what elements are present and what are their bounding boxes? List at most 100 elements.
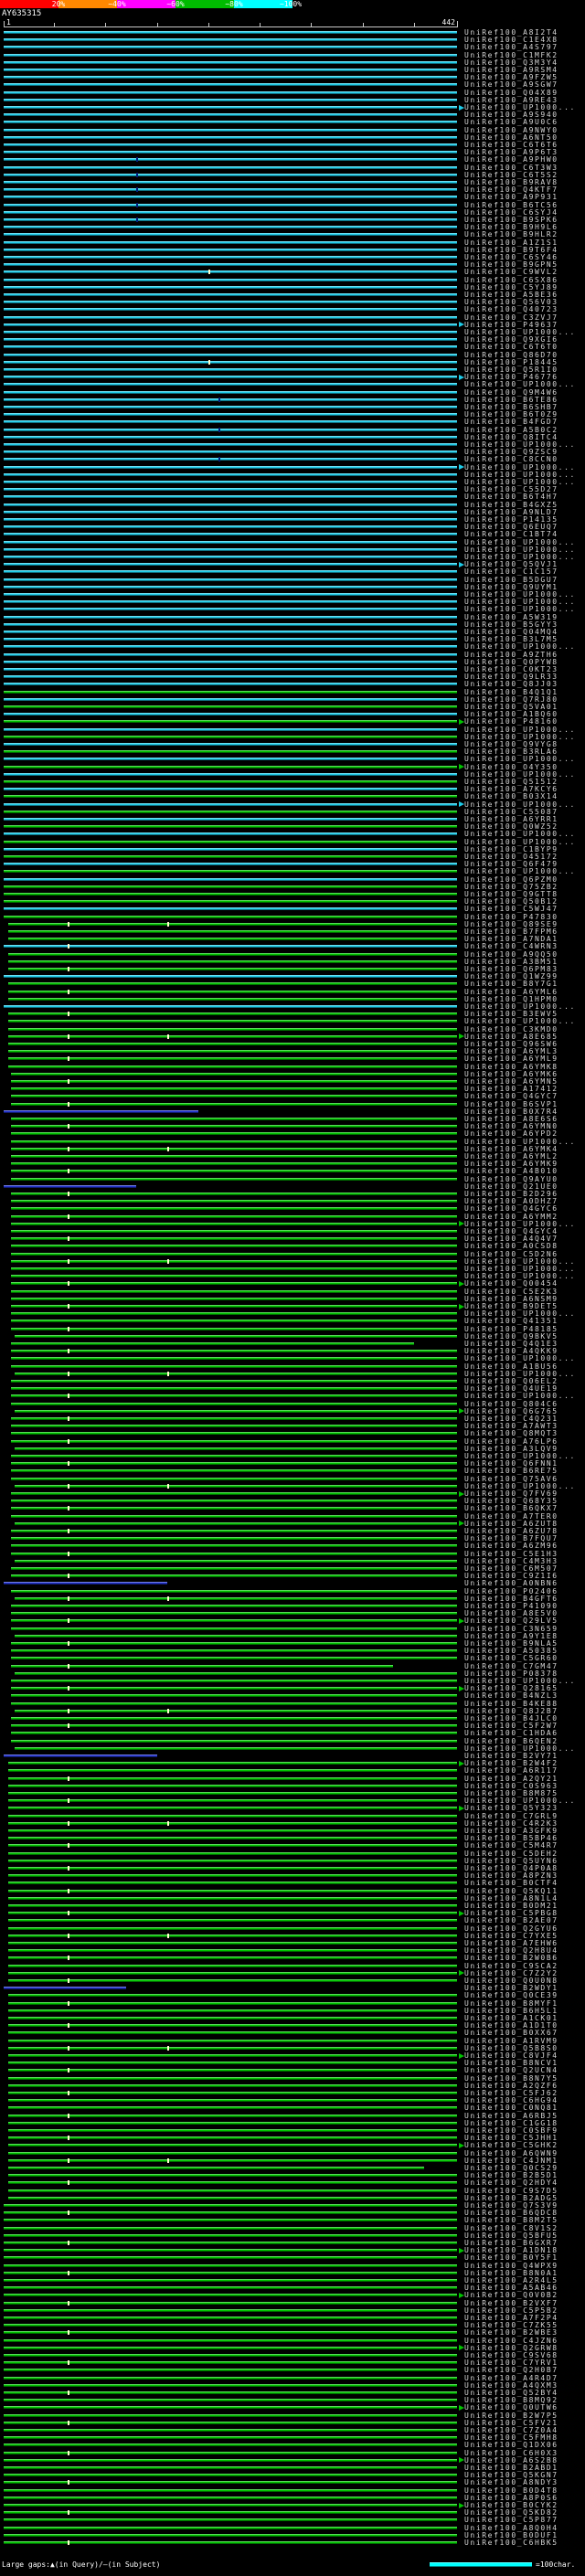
hit-bar[interactable] — [7, 1027, 457, 1031]
hit-bar[interactable] — [4, 413, 457, 417]
hit-bar[interactable] — [4, 652, 457, 656]
hit-label[interactable]: UniRef100_A8E5V0 — [464, 1609, 558, 1618]
hit-bar[interactable] — [4, 2256, 457, 2260]
hit-bar[interactable] — [7, 2158, 457, 2162]
hit-bar[interactable] — [7, 1859, 457, 1862]
hit-label[interactable]: UniRef100_B0DUF1 — [464, 2530, 558, 2539]
hit-label[interactable]: UniRef100_UP1000... — [464, 1744, 576, 1753]
hit-bar[interactable] — [10, 1214, 457, 1218]
hit-bar[interactable] — [4, 547, 457, 551]
hit-label[interactable]: UniRef100_Q5KGN7 — [464, 2471, 558, 2480]
hit-bar[interactable] — [4, 847, 457, 851]
hit-bar[interactable] — [4, 218, 457, 221]
hit-bar[interactable] — [4, 451, 457, 454]
hit-bar[interactable] — [10, 1724, 457, 1728]
hit-label[interactable]: UniRef100_B2VY71 — [464, 1752, 558, 1760]
hit-label[interactable]: UniRef100_A7AWT3 — [464, 1422, 558, 1431]
hit-bar[interactable] — [7, 2009, 457, 2012]
hit-bar[interactable] — [10, 1567, 457, 1570]
hit-label[interactable]: UniRef100_Q7FV69 — [464, 1489, 558, 1498]
hit-bar[interactable] — [4, 668, 457, 671]
hit-bar[interactable] — [7, 2196, 457, 2200]
hit-label[interactable]: UniRef100_C5GR60 — [464, 1654, 558, 1663]
hit-label[interactable]: UniRef100_Q6PZM0 — [464, 875, 558, 884]
hit-label[interactable]: UniRef100_P47830 — [464, 912, 558, 921]
hit-label[interactable]: UniRef100_UP1000... — [464, 800, 576, 809]
hit-label[interactable]: UniRef100_A5BE36 — [464, 291, 558, 299]
hit-bar[interactable] — [4, 2233, 457, 2237]
hit-label[interactable]: UniRef100_C0SBF9 — [464, 2126, 558, 2135]
hit-label[interactable]: UniRef100_P49637 — [464, 320, 558, 329]
hit-label[interactable]: UniRef100_Q40723 — [464, 305, 558, 314]
hit-bar[interactable] — [4, 368, 457, 371]
hit-label[interactable]: UniRef100_Q1DX06 — [464, 2441, 558, 2450]
hit-label[interactable]: UniRef100_C5F2W7 — [464, 1722, 558, 1731]
hit-bar[interactable] — [7, 1971, 457, 1975]
hit-label[interactable]: UniRef100_UP1000... — [464, 553, 576, 561]
hit-bar[interactable] — [4, 435, 457, 439]
hit-bar[interactable] — [4, 690, 457, 694]
hit-label[interactable]: UniRef100_UP1000... — [464, 725, 576, 734]
hit-bar[interactable] — [4, 143, 457, 146]
hit-label[interactable]: UniRef100_A6YMK6 — [464, 1069, 558, 1078]
hit-bar[interactable] — [4, 893, 457, 896]
hit-label[interactable]: UniRef100_UP1000... — [464, 1309, 576, 1319]
hit-bar[interactable] — [7, 1889, 457, 1892]
hit-bar[interactable] — [4, 240, 457, 244]
hit-bar[interactable] — [4, 772, 457, 776]
hit-label[interactable]: UniRef100_B2VXF7 — [464, 2298, 558, 2307]
hit-bar[interactable] — [4, 727, 457, 731]
hit-bar[interactable] — [4, 90, 457, 94]
hit-label[interactable]: UniRef100_A0DHZ7 — [464, 1197, 558, 1206]
hit-label[interactable]: UniRef100_B9DET5 — [464, 1302, 558, 1310]
hit-label[interactable]: UniRef100_A8NDY3 — [464, 2478, 558, 2487]
hit-bar[interactable] — [4, 855, 457, 858]
hit-bar[interactable] — [4, 2204, 457, 2207]
hit-label[interactable]: UniRef100_C7GRL9 — [464, 1811, 558, 1820]
hit-label[interactable]: UniRef100_Q9GTT8 — [464, 890, 558, 898]
hit-label[interactable]: UniRef100_C5E2K3 — [464, 1287, 558, 1296]
hit-label[interactable]: UniRef100_A9P931 — [464, 193, 558, 202]
hit-bar[interactable] — [4, 2338, 457, 2342]
hit-bar[interactable] — [10, 1680, 457, 1682]
hit-bar[interactable] — [4, 196, 457, 199]
hit-label[interactable]: UniRef100_Q52BY4 — [464, 2389, 558, 2397]
hit-label[interactable]: UniRef100_A6YML6 — [464, 987, 558, 996]
hit-label[interactable]: UniRef100_B8N0A1 — [464, 2268, 558, 2277]
hit-bar[interactable] — [4, 472, 457, 476]
hit-label[interactable]: UniRef100_UP1000... — [464, 1392, 576, 1401]
hit-bar[interactable] — [10, 1500, 457, 1503]
hit-label[interactable]: UniRef100_A9PHW0 — [464, 155, 558, 164]
hit-bar[interactable] — [4, 705, 457, 708]
hit-bar[interactable] — [4, 1987, 126, 1990]
hit-bar[interactable] — [4, 2383, 457, 2387]
hit-label[interactable]: UniRef100_B2W4F2 — [464, 1759, 558, 1768]
hit-label[interactable]: UniRef100_C9SV68 — [464, 2351, 558, 2359]
hit-bar[interactable] — [10, 1162, 457, 1166]
hit-bar[interactable] — [4, 495, 457, 499]
hit-bar[interactable] — [10, 1170, 457, 1173]
hit-bar[interactable] — [7, 1904, 457, 1907]
hit-label[interactable]: UniRef100_B03X14 — [464, 792, 558, 801]
hit-label[interactable]: UniRef100_UP1000... — [464, 103, 576, 111]
hit-bar[interactable] — [4, 2421, 457, 2424]
hit-bar[interactable] — [10, 1275, 457, 1278]
hit-label[interactable]: UniRef100_A6RBJ5 — [464, 2111, 558, 2120]
hit-label[interactable]: UniRef100_C5FMH8 — [464, 2433, 558, 2443]
hit-label[interactable]: UniRef100_B4JLC0 — [464, 1714, 558, 1723]
hit-label[interactable]: UniRef100_UP1000... — [464, 605, 576, 614]
hit-bar[interactable] — [4, 600, 457, 604]
hit-bar[interactable] — [4, 840, 457, 843]
hit-bar[interactable] — [10, 1417, 457, 1420]
hit-label[interactable]: UniRef100_P02406 — [464, 1586, 558, 1595]
hit-bar[interactable] — [4, 158, 457, 162]
hit-bar[interactable] — [4, 113, 457, 117]
hit-bar[interactable] — [7, 1769, 457, 1773]
hit-bar[interactable] — [4, 2361, 457, 2365]
hit-bar[interactable] — [10, 1118, 457, 1120]
hit-label[interactable]: UniRef100_A8P0S6 — [464, 2493, 558, 2502]
hit-bar[interactable] — [4, 2263, 457, 2267]
hit-label[interactable]: UniRef100_C5DEH2 — [464, 1849, 558, 1858]
hit-label[interactable]: UniRef100_C5P877 — [464, 2516, 558, 2525]
hit-label[interactable]: UniRef100_Q9BKV5 — [464, 1331, 558, 1341]
